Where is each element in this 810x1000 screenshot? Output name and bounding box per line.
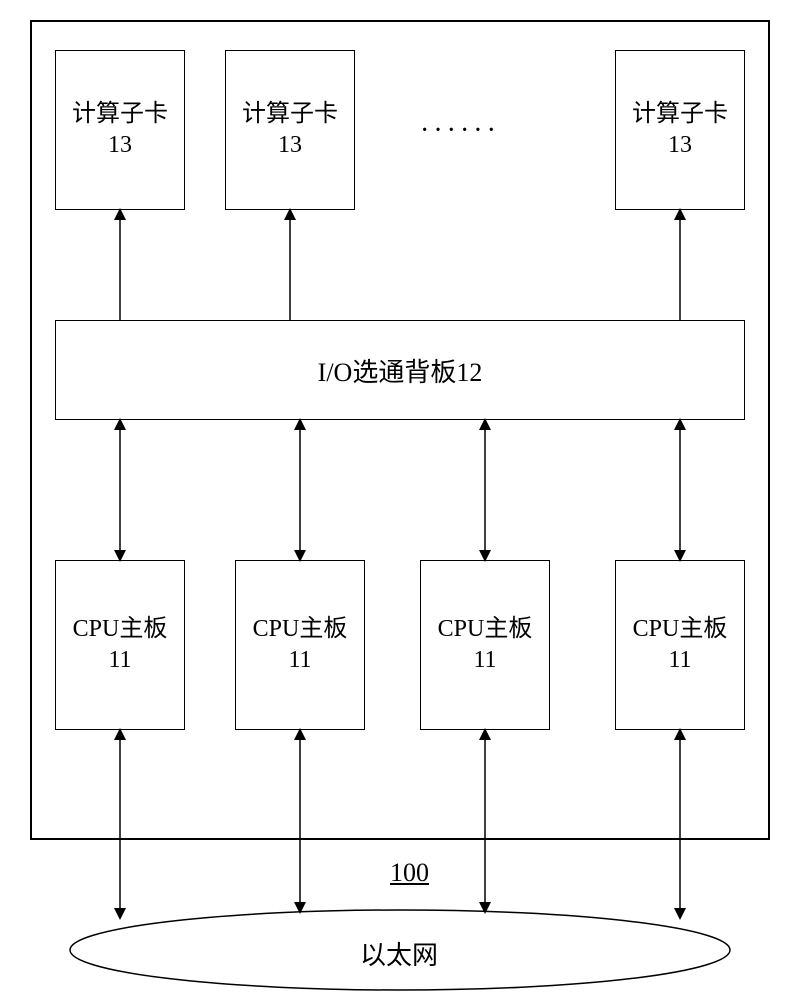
cpu-mainboard-box: CPU主板 11 <box>615 560 745 730</box>
compute-card-num: 13 <box>108 130 132 161</box>
cpu-mainboard-box: CPU主板 11 <box>235 560 365 730</box>
io-backplane-box: I/O选通背板12 <box>55 320 745 420</box>
io-backplane-label: I/O选通背板12 <box>318 352 483 389</box>
compute-card-label: 计算子卡 <box>632 99 728 130</box>
cpu-mainboard-num: 11 <box>108 645 131 676</box>
cpu-mainboard-num: 11 <box>668 645 691 676</box>
cpu-mainboard-label: CPU主板 <box>73 614 168 645</box>
cpu-mainboard-num: 11 <box>288 645 311 676</box>
cpu-mainboard-label: CPU主板 <box>253 614 348 645</box>
cpu-mainboard-label: CPU主板 <box>438 614 533 645</box>
cpu-mainboard-box: CPU主板 11 <box>55 560 185 730</box>
compute-card-num: 13 <box>278 130 302 161</box>
cpu-mainboard-label: CPU主板 <box>633 614 728 645</box>
device-number-label: 100 <box>390 858 429 888</box>
compute-card-label: 计算子卡 <box>242 99 338 130</box>
ellipsis-icon: ······ <box>420 115 500 147</box>
compute-card-box: 计算子卡 13 <box>55 50 185 210</box>
compute-card-num: 13 <box>668 130 692 161</box>
compute-card-box: 计算子卡 13 <box>225 50 355 210</box>
cpu-mainboard-num: 11 <box>473 645 496 676</box>
compute-card-label: 计算子卡 <box>72 99 168 130</box>
cpu-mainboard-box: CPU主板 11 <box>420 560 550 730</box>
compute-card-box: 计算子卡 13 <box>615 50 745 210</box>
ethernet-label: 以太网 <box>360 935 438 972</box>
